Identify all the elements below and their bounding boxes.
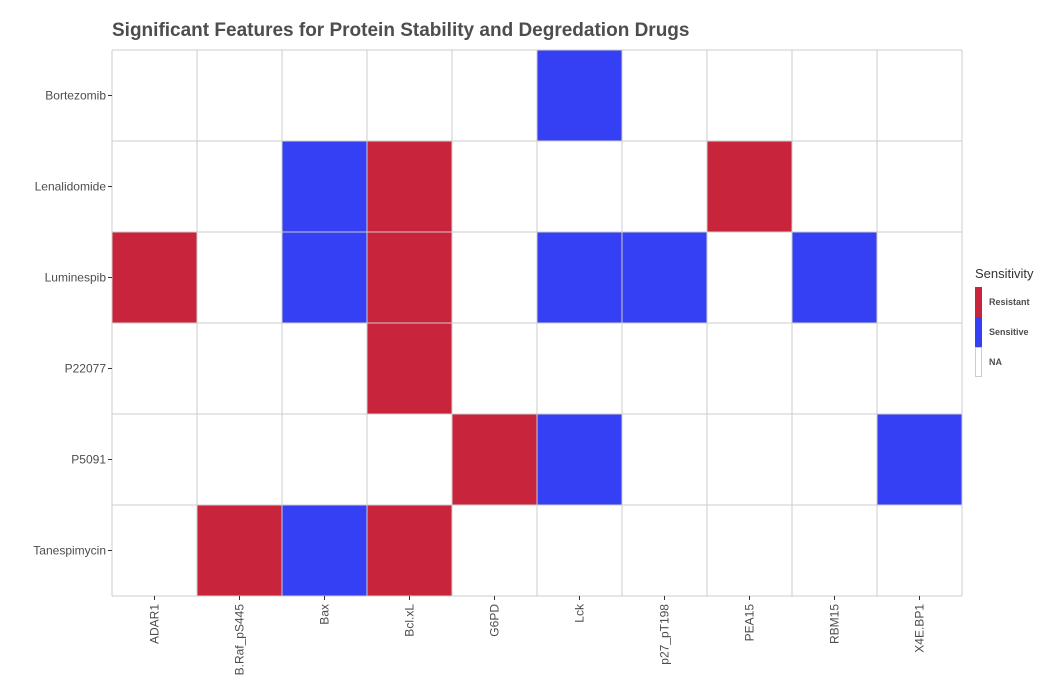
x-tick-label-bcl-xl: Bcl.xL [403,604,417,637]
legend-label-na: NA [989,357,1002,367]
cell-luminespib-bcl-xl [367,232,452,323]
legend-key-na [975,347,982,377]
x-tick-label-p27-pt198: p27_pT198 [658,604,672,665]
x-tick-label-b-raf-ps445: B.Raf_pS445 [233,604,247,676]
cell-luminespib-adar1 [112,232,197,323]
y-tick-label-lenalidomide: Lenalidomide [35,180,107,194]
legend-key-resistant [975,287,982,317]
legend: Sensitivity Resistant Sensitive NA [975,266,1034,377]
cell-p22077-bcl-xl [367,323,452,414]
x-tick-label-rbm15: RBM15 [828,604,842,644]
y-tick-label-p22077: P22077 [65,362,107,376]
cell-tanespimycin-b-raf-ps445 [197,505,282,596]
legend-item-resistant: Resistant [975,287,1034,317]
cell-lenalidomide-pea15 [707,141,792,232]
cell-tanespimycin-bcl-xl [367,505,452,596]
y-tick-label-luminespib: Luminespib [45,271,107,285]
x-tick-label-bax: Bax [318,604,332,625]
legend-item-sensitive: Sensitive [975,317,1034,347]
x-tick-label-g6pd: G6PD [488,604,502,637]
legend-label-sensitive: Sensitive [989,327,1029,337]
cell-p5091-g6pd [452,414,537,505]
cell-luminespib-bax [282,232,367,323]
cell-luminespib-lck [537,232,622,323]
cell-lenalidomide-bax [282,141,367,232]
chart-title: Significant Features for Protein Stabili… [112,20,690,41]
cell-lenalidomide-bcl-xl [367,141,452,232]
y-tick-label-tanespimycin: Tanespimycin [33,544,106,558]
y-tick-label-bortezomib: Bortezomib [45,89,106,103]
x-tick-label-lck: Lck [573,603,587,623]
x-tick-label-x4e-bp1: X4E.BP1 [913,604,927,653]
cell-luminespib-rbm15 [792,232,877,323]
legend-key-sensitive [975,317,982,347]
cell-bortezomib-lck [537,50,622,141]
legend-title: Sensitivity [975,266,1034,281]
legend-item-na: NA [975,347,1034,377]
y-tick-label-p5091: P5091 [71,453,106,467]
cell-p5091-x4e-bp1 [877,414,962,505]
cell-luminespib-p27-pt198 [622,232,707,323]
x-tick-label-adar1: ADAR1 [148,604,162,644]
legend-label-resistant: Resistant [989,297,1030,307]
x-tick-label-pea15: PEA15 [743,604,757,642]
cell-tanespimycin-bax [282,505,367,596]
cell-p5091-lck [537,414,622,505]
